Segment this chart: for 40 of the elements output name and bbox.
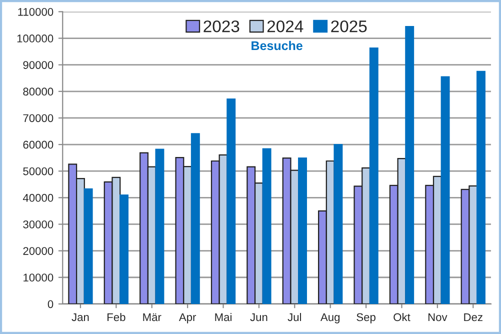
y-tick-label: 80000	[23, 88, 54, 96]
bar	[334, 144, 343, 304]
y-tick-label: 50000	[23, 167, 54, 176]
y-tick-label: 30000	[23, 220, 54, 228]
bar	[405, 26, 414, 304]
legend-label: 2023	[204, 20, 240, 32]
bar	[440, 76, 450, 304]
bar	[190, 133, 200, 304]
bar	[155, 148, 164, 304]
y-tick-label: 20000	[23, 247, 54, 255]
y-tick-label: 0	[48, 300, 54, 308]
y-tick-label: 60000	[23, 140, 54, 149]
x-tick-label: Jul	[288, 312, 302, 322]
bar	[120, 194, 129, 304]
y-tick-label: 40000	[22, 194, 54, 202]
x-tick-label: Jan	[72, 313, 89, 322]
x-tick-label: Apr	[178, 313, 196, 324]
bar	[369, 48, 378, 304]
y-tick-label: 90000	[23, 61, 54, 69]
legend-label: 2025	[331, 20, 367, 32]
y-tick-label: 10000	[24, 274, 54, 282]
x-tick-label: Nov	[428, 313, 448, 322]
legend-label: 2024	[267, 20, 304, 32]
x-tick-label: Dez	[464, 313, 482, 322]
bar	[84, 188, 93, 304]
bar	[226, 98, 236, 304]
y-tick-label: 100000	[17, 34, 54, 42]
x-tick-label: Mai	[215, 312, 232, 322]
x-tick-label: Aug	[320, 313, 340, 324]
bar	[262, 148, 272, 304]
y-tick-label: 70000	[23, 114, 54, 122]
x-tick-label: Feb	[108, 312, 126, 322]
y-tick-label: 110000	[18, 8, 54, 16]
text: Besuche	[252, 40, 302, 50]
x-tick-label: Mär	[143, 313, 162, 322]
bar	[476, 70, 486, 304]
x-tick-label: Okt	[394, 312, 410, 322]
x-tick-label: Sep	[356, 313, 376, 324]
x-tick-label: Jun	[250, 313, 268, 322]
bar	[298, 158, 307, 304]
